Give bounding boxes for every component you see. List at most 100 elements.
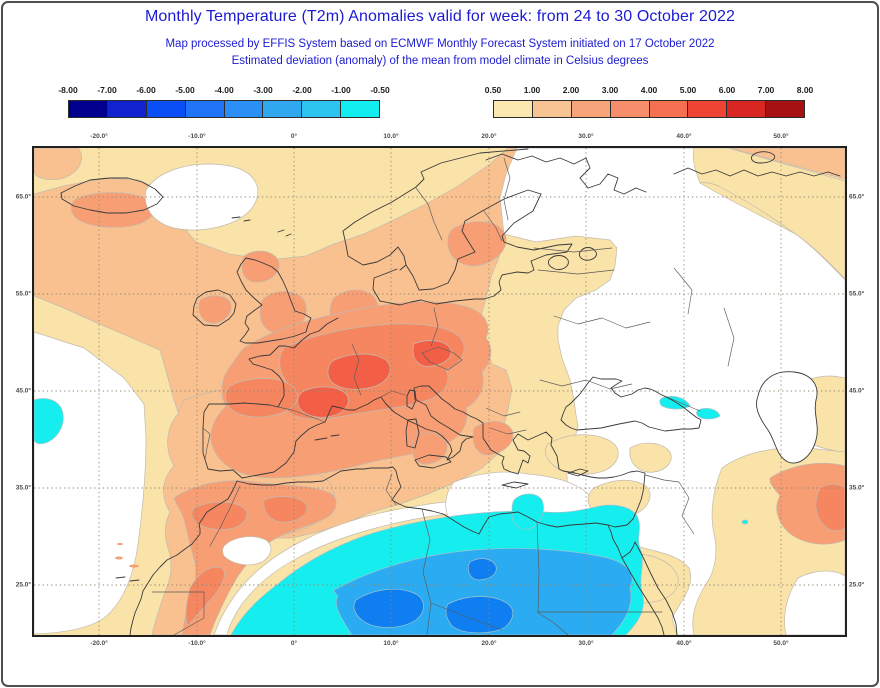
lat-tick-left: 25.0° xyxy=(15,581,31,589)
coastline-iceland xyxy=(60,177,164,214)
region-cyan-caucasus-east xyxy=(696,408,721,420)
positive-colorbar-tick-label: 4.00 xyxy=(640,85,658,95)
negative-colorbar-tick-label: -7.00 xyxy=(97,85,117,95)
lat-tick-right: 45.0° xyxy=(849,387,865,395)
coastline-arctic-russia xyxy=(485,153,841,195)
negative-colorbar-swatch xyxy=(224,101,264,117)
positive-anomaly-colorbar: 0.50 1.00 2.00 3.00 4.00 5.00 6.00 7.00 8.00 xyxy=(485,85,814,119)
positive-colorbar-swatch xyxy=(532,101,572,117)
negative-colorbar-labels: -8.00 -7.00 -6.00 -5.00 -4.00 -3.00 -2.00 -1.00… xyxy=(58,85,389,98)
page-title: Monthly Temperature (T2m) Anomalies vali… xyxy=(145,8,735,25)
positive-colorbar-tick-label: 0.50 xyxy=(484,85,502,95)
region-iceland-patch xyxy=(70,192,155,228)
region-white-south-of-iceland xyxy=(144,163,259,231)
lon-tick-top: 10.0° xyxy=(383,133,399,140)
region-tan-northeast-band xyxy=(692,148,845,280)
region-white-persian-gulf xyxy=(784,570,845,635)
region-ireland-patch xyxy=(198,295,232,324)
lat-tick-right: 65.0° xyxy=(849,193,865,201)
negative-colorbar-tick-label: -4.00 xyxy=(214,85,234,95)
negative-colorbar-tick-label: -0.50 xyxy=(370,85,390,95)
positive-colorbar-tick-label: 2.00 xyxy=(562,85,580,95)
negative-colorbar-tick-label: -8.00 xyxy=(58,85,78,95)
coastline-norway xyxy=(342,148,529,271)
region-cyan-mediterranean-blob xyxy=(511,493,544,530)
lon-tick-top: -10.0° xyxy=(188,133,206,140)
country-border-layer xyxy=(151,157,735,635)
lon-tick-bottom: 10.0° xyxy=(383,640,399,647)
region-cyan-atlantic-edge xyxy=(34,398,64,444)
coastline-levant xyxy=(558,468,646,520)
region-finland-patch xyxy=(447,221,507,267)
lon-tick-top: 20.0° xyxy=(481,133,497,140)
region-white-caspian xyxy=(756,371,818,464)
region-blue-core-east xyxy=(445,596,514,634)
madeira-speck xyxy=(117,543,123,545)
region-atlas-core-west xyxy=(191,501,248,530)
anomaly-map-svg xyxy=(34,148,845,635)
lon-tick-top: 40.0° xyxy=(676,133,692,140)
positive-colorbar-tick-label: 5.00 xyxy=(679,85,697,95)
region-tan-east-turkey xyxy=(629,442,672,473)
region-iran-core xyxy=(815,483,845,532)
positive-colorbar-swatches xyxy=(493,100,805,118)
region-white-nw-algeria-pocket xyxy=(222,536,272,566)
negative-colorbar-swatch xyxy=(107,101,147,117)
lon-tick-bottom: -20.0° xyxy=(90,640,108,647)
coastline-islands xyxy=(115,216,589,582)
lon-tick-top: 50.0° xyxy=(773,133,789,140)
negative-colorbar-swatch xyxy=(185,101,225,117)
negative-colorbar-tick-label: -5.00 xyxy=(175,85,195,95)
negative-colorbar-swatches xyxy=(68,100,380,118)
lat-tick-left: 65.0° xyxy=(15,193,31,201)
region-cyan-zagros-dot xyxy=(741,519,749,525)
positive-colorbar-swatch xyxy=(688,101,728,117)
anomaly-fill-layer xyxy=(34,148,845,635)
region-southwest-france-core xyxy=(297,386,349,418)
region-bavaria-core xyxy=(412,340,452,367)
lat-tick-right: 35.0° xyxy=(849,484,865,492)
negative-colorbar-swatch xyxy=(146,101,186,117)
coastline-layer xyxy=(60,148,841,635)
coastline-caspian xyxy=(756,371,818,464)
negative-colorbar-tick-label: -3.00 xyxy=(253,85,273,95)
region-atlas-core-east xyxy=(263,496,308,523)
positive-colorbar-tick-label: 7.00 xyxy=(757,85,775,95)
lon-tick-bottom: 0° xyxy=(290,640,298,647)
lat-tick-left: 45.0° xyxy=(15,387,31,395)
region-tan-west-turkey xyxy=(544,434,619,475)
region-morocco-tail-core xyxy=(185,566,225,627)
positive-colorbar-swatch xyxy=(494,101,533,117)
coastline-ireland xyxy=(192,289,237,327)
region-blue-core-west xyxy=(353,588,424,628)
europe-anomaly-map xyxy=(32,146,847,637)
positive-colorbar-tick-label: 8.00 xyxy=(796,85,814,95)
coastline-baltic xyxy=(372,189,573,306)
coastline-sinai-red-sea xyxy=(607,524,678,635)
region-salmon-northeast-corner xyxy=(730,148,845,180)
coastline-morocco-atlantic xyxy=(129,480,238,635)
lon-tick-bottom: 30.0° xyxy=(578,640,594,647)
negative-colorbar-tick-label: -6.00 xyxy=(136,85,156,95)
lon-tick-top: 30.0° xyxy=(578,133,594,140)
lon-tick-bottom: -10.0° xyxy=(188,640,206,647)
lon-tick-top: 0° xyxy=(290,133,298,140)
canary-speck-1 xyxy=(115,556,123,560)
graticule-parallels xyxy=(34,196,845,586)
negative-colorbar-swatch xyxy=(341,101,379,117)
positive-colorbar-labels: 0.50 1.00 2.00 3.00 4.00 5.00 6.00 7.00 8.00 xyxy=(485,85,814,98)
region-central-france-core xyxy=(327,353,391,390)
positive-colorbar-swatch xyxy=(610,101,650,117)
coastline-kola-lake xyxy=(547,151,776,270)
lat-tick-left: 55.0° xyxy=(15,290,31,298)
country-borders xyxy=(151,157,735,635)
region-salmon-topleft-corner xyxy=(34,148,82,180)
region-cyan-caucasus-west xyxy=(659,396,691,410)
positive-colorbar-tick-label: 3.00 xyxy=(601,85,619,95)
negative-colorbar-swatch xyxy=(263,101,303,117)
negative-colorbar-swatch xyxy=(302,101,342,117)
lon-tick-top: -20.0° xyxy=(90,133,108,140)
lat-tick-right: 55.0° xyxy=(849,290,865,298)
lon-tick-bottom: 20.0° xyxy=(481,640,497,647)
